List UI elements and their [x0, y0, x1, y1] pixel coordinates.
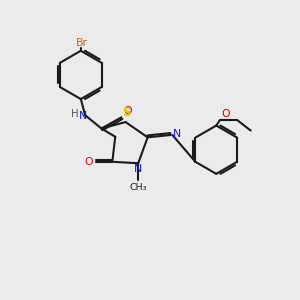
Text: N: N — [79, 111, 87, 121]
Text: Br: Br — [76, 38, 88, 48]
Text: N: N — [172, 129, 181, 139]
Text: O: O — [124, 106, 132, 116]
Text: CH₃: CH₃ — [130, 183, 147, 192]
Text: S: S — [123, 106, 131, 119]
Text: O: O — [221, 109, 230, 119]
Text: H: H — [71, 109, 79, 119]
Text: O: O — [85, 157, 93, 167]
Text: N: N — [134, 164, 142, 174]
